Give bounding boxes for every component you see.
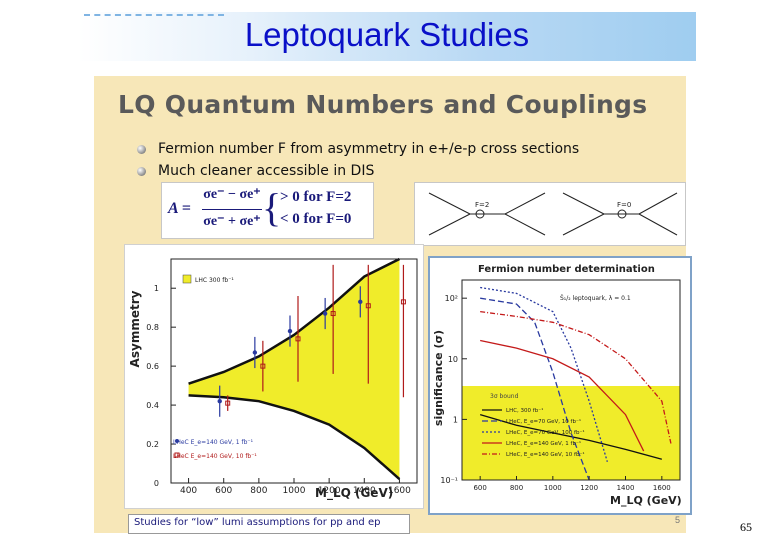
data-point-group (174, 299, 406, 458)
series-line (480, 286, 608, 462)
x-tick-label: 1200 (580, 484, 598, 492)
feynman-diagrams: F=2 F=0 (414, 182, 686, 246)
series-line-group (479, 286, 672, 481)
x-tick-label: 400 (180, 486, 197, 496)
asymmetry-chart: 400 600 800 1000 1200 1400 160000.20.40.60.81 … (128, 257, 418, 501)
y-tick-label: 10 (448, 355, 458, 364)
series-line (480, 339, 645, 452)
legend-marker (175, 439, 179, 443)
slide-number: 5 (675, 515, 681, 525)
page-title: Leptoquark Studies (244, 16, 530, 53)
x-tick-label: 1400 (353, 486, 376, 496)
y-tick-label: 10⁻¹ (440, 476, 458, 485)
axes-group (170, 258, 418, 484)
x-axis-label: M_LQ (GeV) (315, 486, 393, 501)
legend-entry: LHC, 300 fb⁻¹ (506, 407, 543, 414)
formula-case-2: < 0 for F=0 (280, 211, 352, 227)
tick-label-group: 600 800 1000 1200 1400 1600 10⁻¹ 1 10 10² (440, 294, 670, 492)
title-banner (78, 12, 696, 61)
bound-band-group (462, 386, 680, 480)
diagram-label-f2: F=2 (475, 201, 489, 209)
data-point (358, 299, 363, 305)
x-tick-label: 1600 (653, 484, 671, 492)
y-tick-label: 0.4 (146, 401, 159, 410)
footer-note: Studies for “low” lumi assumptions for p… (134, 517, 381, 528)
series-line (480, 310, 672, 444)
banner-dash-decoration (84, 14, 224, 16)
bullet-item: Much cleaner accessible in DIS (158, 163, 375, 179)
data-point (217, 398, 222, 404)
data-point (252, 350, 258, 355)
chart-title: Fermion number determination (478, 264, 655, 275)
x-axis-label: M_LQ (GeV) (610, 494, 682, 507)
y-axis-label: significance (σ) (432, 330, 445, 426)
feynman-diagram-svg: F=2 F=0 (428, 192, 678, 236)
asymmetry-chart-panel: 400 600 800 1000 1200 1400 1600 0 0.2 0.4 0.6 0.8 1 … (124, 244, 424, 509)
legend-marker (174, 452, 180, 458)
data-point (330, 311, 336, 317)
page-number: 65 (740, 520, 752, 534)
bullet-icon (137, 167, 146, 176)
y-tick-label: 0.2 (146, 440, 159, 449)
bullet-item: Fermion number F from asymmetry in e+/e-… (158, 141, 580, 157)
y-tick-label: 10² (445, 294, 458, 303)
x-tick-label: 600 (215, 486, 232, 496)
legend-entry: LHeC, E_e=140 GeV, 10 fb⁻¹ (506, 451, 585, 458)
brace-symbol: { (262, 185, 282, 230)
data-point (322, 311, 328, 316)
legend-group: LHC, 300 fb⁻¹ LHeC, E_e=70 GeV, 10 fb⁻¹ LH… (482, 407, 585, 458)
legend-entry-series-2: LHeC E_e=140 GeV, 10 fb⁻¹ (173, 453, 257, 460)
series-line (479, 413, 663, 460)
band-lower-edge (188, 394, 401, 481)
plot-frame (461, 279, 681, 481)
series-line (480, 297, 590, 481)
significance-chart: 600 800 1000 1200 1400 1600 10⁻¹ 1 10 10² LHC, 30… (432, 264, 682, 507)
significance-chart-panel: 600 800 1000 1200 1400 1600 10⁻¹ 1 10 10² LHC, 30… (428, 256, 692, 515)
data-point (260, 363, 266, 369)
band-upper-edge (188, 257, 400, 385)
legend-entry-series-1: LHeC E_e=140 GeV, 1 fb⁻¹ (173, 439, 254, 446)
legend-entry: LHeC, E_e=70 GeV, 100 fb⁻¹ (506, 429, 585, 436)
y-tick-label: 0.6 (146, 362, 159, 371)
bullet-icon (137, 145, 146, 154)
tick-label-group: 400 600 800 1000 1200 1400 1600 0 0.2 0.4 0.6 0.8 1 (146, 284, 411, 496)
chart-annotation: S̃₁/₂ leptoquark, λ = 0.1 (560, 295, 631, 302)
data-point (365, 303, 371, 309)
x-tick-label: 800 (510, 484, 523, 492)
data-point (287, 328, 293, 334)
axes-group (461, 279, 681, 481)
data-point (295, 336, 301, 342)
y-tick-label: 0.8 (146, 323, 159, 332)
x-tick-label: 1000 (283, 486, 306, 496)
y-axis-label: Asymmetry (128, 290, 142, 367)
x-tick-label: 1400 (617, 484, 635, 492)
legend-swatch-band (182, 274, 192, 284)
x-tick-label: 1600 (388, 486, 411, 496)
formula-numerator: σe⁻ − σe⁺ (203, 187, 261, 202)
formula-case-1: > 0 for F=2 (280, 189, 352, 205)
lhc-band-group (188, 257, 401, 481)
asymmetry-formula: A = σe⁻ − σe⁺ σe⁻ + σe⁺ { > 0 for F=2 < … (161, 182, 374, 239)
legend-entry-band: LHC 300 fb⁻¹ (195, 277, 234, 284)
x-tick-label: 1000 (544, 484, 562, 492)
lhc-band (188, 259, 400, 480)
footer-note-box (128, 514, 410, 534)
data-point (225, 400, 231, 406)
three-sigma-band (462, 386, 680, 480)
slide-title: LQ Quantum Numbers and Couplings (118, 90, 648, 119)
diagram-label-f0: F=0 (617, 201, 631, 209)
y-tick-label: 1 (154, 284, 159, 293)
formula-lhs: A = (168, 200, 191, 217)
formula-denominator: σe⁻ + σe⁺ (203, 214, 261, 229)
legend-entry: LHeC, E_e=140 GeV, 1 fb⁻¹ (506, 440, 581, 447)
data-point (400, 299, 406, 305)
x-tick-label: 1200 (318, 486, 341, 496)
band-label: 3σ bound (490, 393, 519, 400)
fraction-bar (202, 209, 262, 210)
legend-entry: LHeC, E_e=70 GeV, 10 fb⁻¹ (506, 418, 581, 425)
y-tick-label: 1 (453, 415, 458, 424)
x-tick-label: 600 (473, 484, 486, 492)
y-tick-label: 0 (154, 479, 159, 488)
x-tick-label: 800 (250, 486, 267, 496)
